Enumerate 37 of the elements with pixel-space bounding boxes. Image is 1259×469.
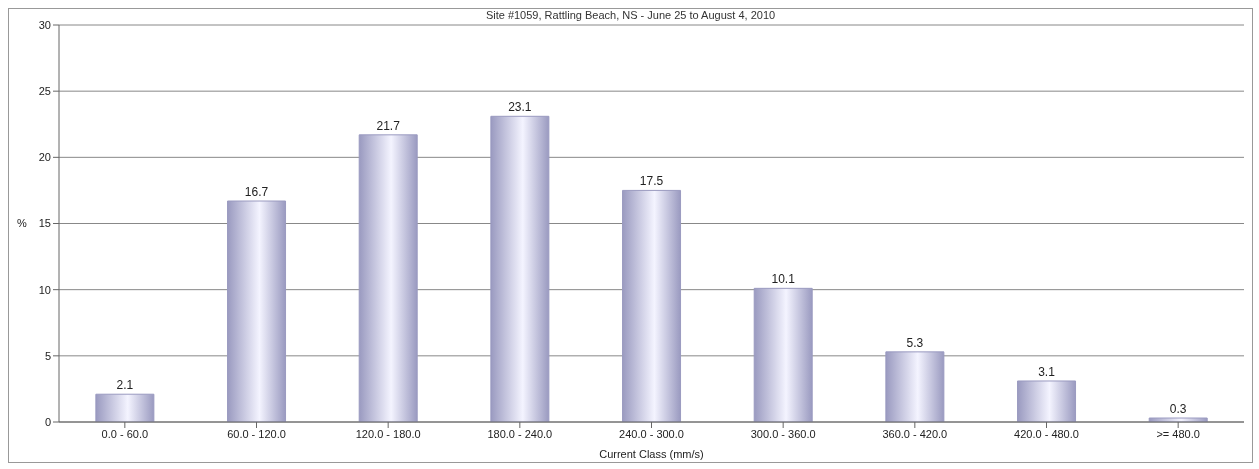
- x-tick-label: 240.0 - 300.0: [619, 427, 684, 440]
- x-axis-title: Current Class (mm/s): [599, 448, 704, 460]
- data-label: 16.7: [244, 185, 269, 199]
- x-tick-label: 60.0 - 120.0: [227, 427, 286, 440]
- chart-title: Site #1059, Rattling Beach, NS - June 25 to August 4, 2010: [485, 9, 776, 21]
- x-tick-label: 300.0 - 360.0: [750, 427, 816, 440]
- x-tick-label: 0.0 - 60.0: [101, 427, 149, 440]
- x-tick-label: 360.0 - 420.0: [882, 427, 948, 440]
- data-label: 10.1: [771, 272, 796, 287]
- data-label: 23.1: [508, 100, 532, 115]
- data-label: 3.1: [1038, 364, 1056, 379]
- bar: [753, 287, 813, 422]
- bar: [95, 393, 155, 422]
- bar: [1017, 380, 1077, 422]
- data-label: 21.7: [376, 118, 401, 133]
- bar: [885, 351, 945, 422]
- data-label: 2.1: [116, 378, 134, 393]
- data-label: 5.3: [906, 335, 924, 350]
- x-tick-label: 120.0 - 180.0: [355, 427, 421, 440]
- bar: [227, 200, 287, 422]
- bar: [622, 189, 682, 422]
- bar: [1148, 417, 1208, 422]
- data-label: 0.3: [1169, 402, 1187, 417]
- x-tick-label: 420.0 - 480.0: [1014, 427, 1079, 440]
- bar: [358, 134, 418, 422]
- data-label: 17.5: [639, 174, 664, 189]
- y-tick-label: 10: [38, 283, 51, 296]
- y-axis-title: %: [17, 217, 27, 230]
- y-tick-label: 20: [38, 151, 51, 164]
- x-tick-label: 180.0 - 240.0: [487, 427, 553, 440]
- y-tick-label: 0: [44, 415, 51, 428]
- bar: [490, 115, 550, 422]
- y-tick-label: 15: [38, 217, 51, 230]
- y-tick-label: 30: [38, 18, 51, 31]
- y-tick-label: 5: [44, 349, 51, 362]
- y-tick-label: 25: [38, 85, 51, 98]
- x-tick-label: >= 480.0: [1156, 427, 1200, 440]
